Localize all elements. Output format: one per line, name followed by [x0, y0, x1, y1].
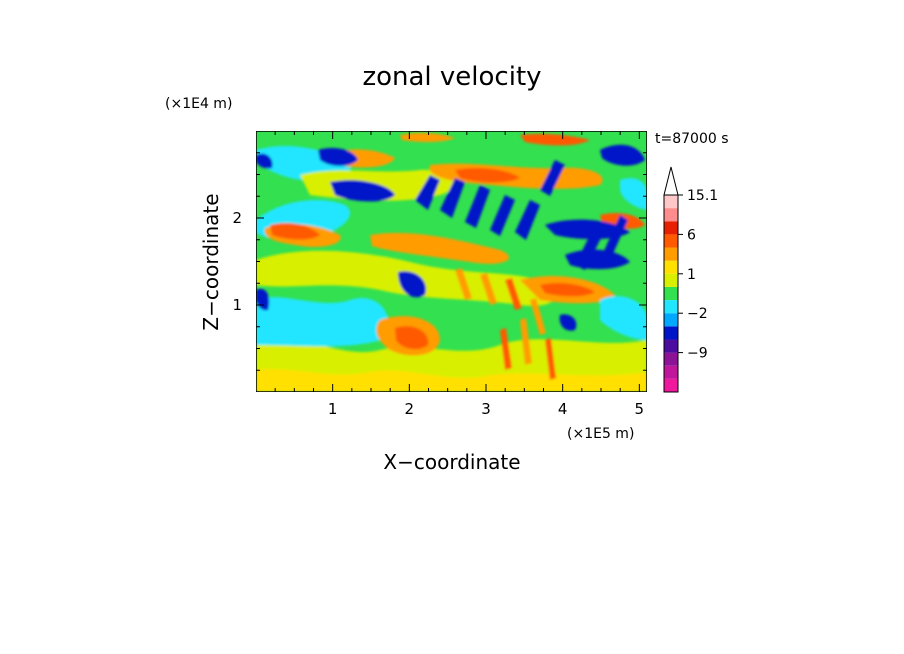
colorbar-extend-arrow [663, 166, 679, 196]
colorbar-swatch [664, 221, 678, 235]
colorbar-swatch [664, 247, 678, 261]
x-tick-label: 5 [635, 400, 645, 418]
colorbar-tick-label: 1 [687, 267, 696, 283]
colorbar: 15.1 6 1 −2 −9 [663, 166, 718, 393]
colorbar-tick-label: 15.1 [687, 188, 718, 204]
contour-field [256, 131, 647, 392]
colorbar-swatch [664, 208, 678, 222]
colorbar-swatch [664, 339, 678, 353]
colorbar-tick-label: 6 [687, 227, 696, 243]
colorbar-swatch [664, 313, 678, 327]
colorbar-swatch [664, 273, 678, 287]
colorbar-swatch [664, 195, 678, 209]
colorbar-swatch [664, 234, 678, 248]
x-axis-ticks: 1 2 3 4 5 [274, 131, 645, 418]
x-tick-label: 3 [481, 400, 491, 418]
chart-title: zonal velocity [362, 62, 541, 92]
x-tick-label: 4 [558, 400, 568, 418]
colorbar-swatch [664, 286, 678, 301]
x-tick-label: 2 [405, 400, 415, 418]
colorbar-swatch [664, 378, 678, 392]
y-axis-ticks: 12 [232, 152, 647, 371]
x-tick-label: 1 [328, 400, 338, 418]
colorbar-tick-label: −2 [687, 306, 708, 322]
colorbar-swatch [664, 326, 678, 340]
y-scale-label: (×1E4 m) [165, 96, 232, 112]
colorbar-swatch [664, 365, 678, 379]
y-tick-label: 1 [232, 296, 242, 314]
y-tick-label: 2 [232, 209, 242, 227]
colorbar-tick-label: −9 [687, 346, 708, 362]
time-label: t=87000 s [655, 131, 729, 147]
colorbar-swatch [664, 352, 678, 366]
colorbar-swatch [664, 300, 678, 314]
x-scale-label: (×1E5 m) [567, 426, 634, 442]
y-axis-label: Z−coordinate [199, 193, 223, 330]
colorbar-swatch [664, 260, 678, 274]
x-axis-label: X−coordinate [383, 450, 520, 474]
